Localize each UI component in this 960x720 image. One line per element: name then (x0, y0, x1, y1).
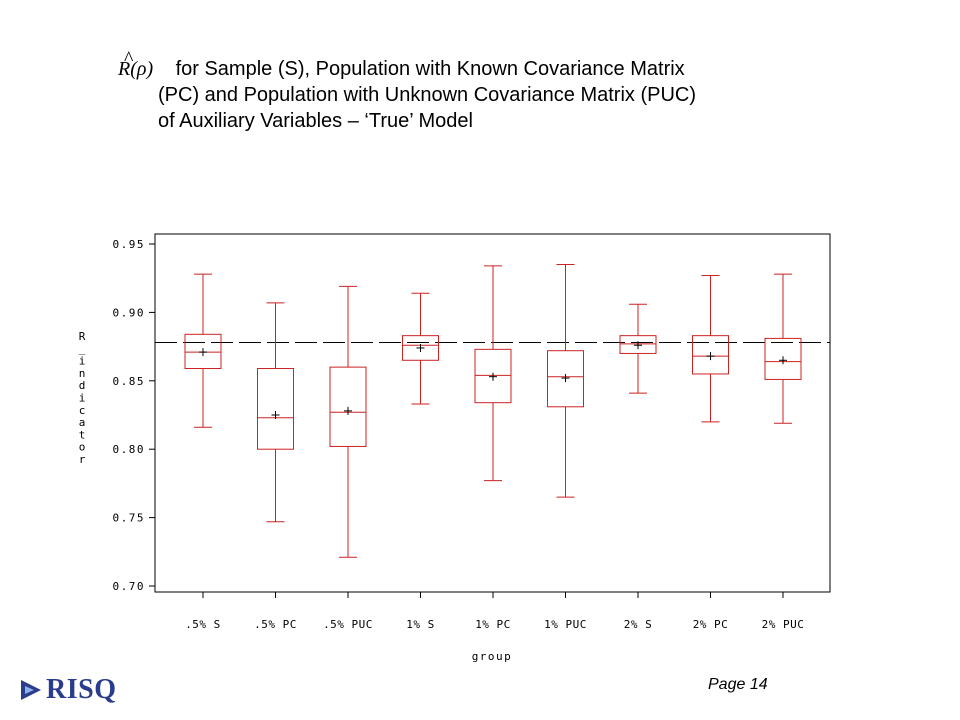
title-line-2: (PC) and Population with Unknown Covaria… (158, 84, 696, 106)
risq-logo-icon (21, 680, 41, 700)
box-8 (692, 274, 729, 423)
box-5 (474, 265, 512, 482)
iqr-box (257, 367, 294, 450)
slide-title: ^ R(ρ) for Sample (S), Population with K… (118, 48, 838, 134)
y-axis-label-char: o (79, 441, 86, 454)
y-tick-label: 0.95 (113, 238, 146, 251)
title-line-1: for Sample (S), Population with Known Co… (175, 58, 685, 80)
iqr-box (184, 333, 222, 369)
y-axis-label-char: _ (79, 342, 86, 355)
iqr-box (764, 337, 802, 380)
box-2 (257, 302, 294, 523)
x-tick-label: 2% PUC (762, 618, 805, 631)
y-axis-label-char: r (79, 453, 86, 466)
box-series (184, 264, 802, 558)
y-axis-label-char: n (79, 367, 86, 380)
y-axis-label-char: c (79, 404, 86, 417)
y-tick-label: 0.80 (113, 443, 146, 456)
box-3 (329, 285, 367, 558)
iqr-box (329, 366, 367, 447)
x-axis: .5% S .5% PC .5% PUC 1% S 1% PC 1% PUC 2% S 2% … (185, 592, 804, 631)
x-tick-label: 1% S (406, 618, 435, 631)
r-rho-formula: ^ R(ρ) (118, 48, 168, 82)
risq-logo: RISQ (20, 672, 116, 708)
y-axis-label-char: d (79, 379, 86, 392)
x-tick-label: 2% PC (693, 618, 729, 631)
iqr-box (474, 348, 512, 404)
y-axis-label-char: R (79, 330, 86, 343)
iqr-box (619, 335, 657, 354)
x-tick-label: 1% PC (475, 618, 511, 631)
x-tick-label: 2% S (624, 618, 653, 631)
x-tick-label: .5% PUC (323, 618, 373, 631)
box-9 (764, 273, 802, 424)
y-axis-label-char: a (79, 416, 86, 429)
box-7 (619, 303, 657, 394)
logo-text: RISQ (46, 674, 117, 705)
x-tick-label: .5% S (185, 618, 221, 631)
y-tick-label: 0.70 (113, 580, 146, 593)
y-axis: 0.70 0.75 0.80 0.85 0.90 0.95 (113, 238, 155, 593)
title-line-3: of Auxiliary Variables – ‘True’ Model (158, 110, 473, 132)
x-tick-label: .5% PC (254, 618, 297, 631)
y-tick-label: 0.85 (113, 375, 146, 388)
y-axis-label-char: t (79, 428, 86, 441)
y-axis-label-char: i (79, 355, 86, 368)
page-number: Page 14 (708, 676, 768, 693)
box-4 (402, 292, 439, 405)
y-tick-label: 0.90 (113, 306, 146, 319)
x-tick-label: 1% PUC (544, 618, 587, 631)
box-6 (547, 264, 584, 498)
hat-glyph: ^ (124, 48, 134, 70)
iqr-box (692, 335, 729, 375)
y-axis-label-char: i (79, 392, 86, 405)
iqr-box (402, 335, 439, 361)
y-tick-label: 0.75 (113, 512, 146, 525)
box-1 (184, 273, 222, 428)
formula-text: R(ρ) (118, 58, 154, 80)
iqr-box (547, 350, 584, 408)
x-axis-label: group (472, 650, 513, 663)
